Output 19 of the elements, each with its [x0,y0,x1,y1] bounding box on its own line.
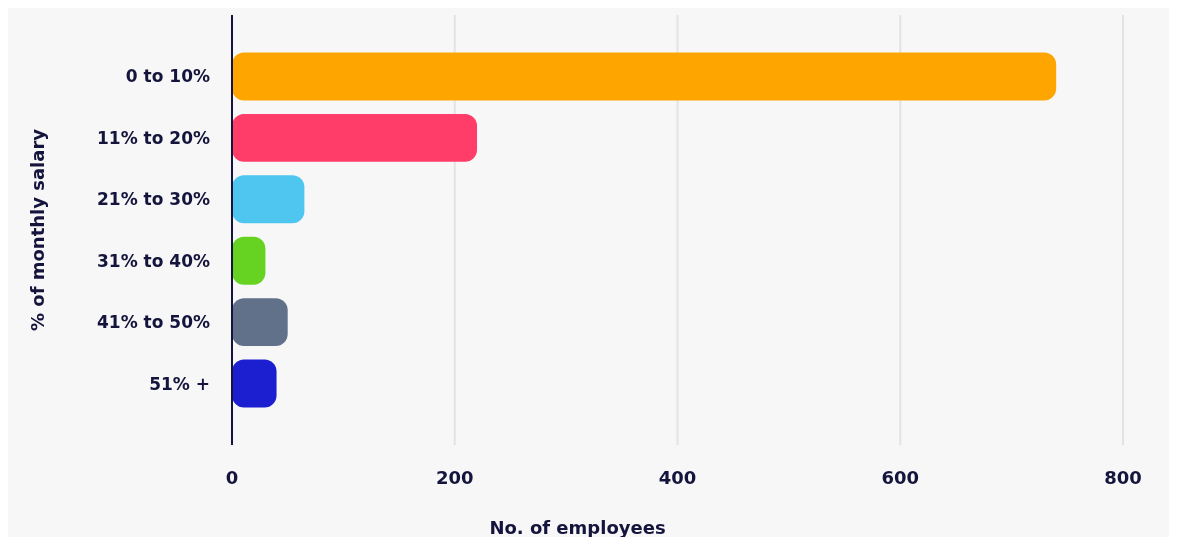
x-tick-label: 400 [658,467,697,488]
y-tick-label: 31% to 40% [96,250,210,271]
bar [232,113,478,162]
y-tick-label: 11% to 20% [96,127,210,148]
x-tick-label: 0 [225,467,239,488]
bar [232,359,277,408]
bar [232,175,305,224]
y-tick-label: 51% + [149,373,210,394]
y-tick-label: 21% to 30% [96,189,210,210]
x-tick-label: 600 [881,467,920,488]
x-tick-label: 800 [1104,467,1142,488]
y-tick-label: 0 to 10% [125,66,210,87]
y-tick-label: 41% to 50% [96,312,210,333]
bar [232,236,266,285]
x-tick-label: 200 [435,467,474,488]
x-axis-title: No. of employees [489,517,666,538]
bar [232,298,288,347]
y-axis-title: % of monthly salary [27,128,48,332]
bar [232,52,1057,101]
